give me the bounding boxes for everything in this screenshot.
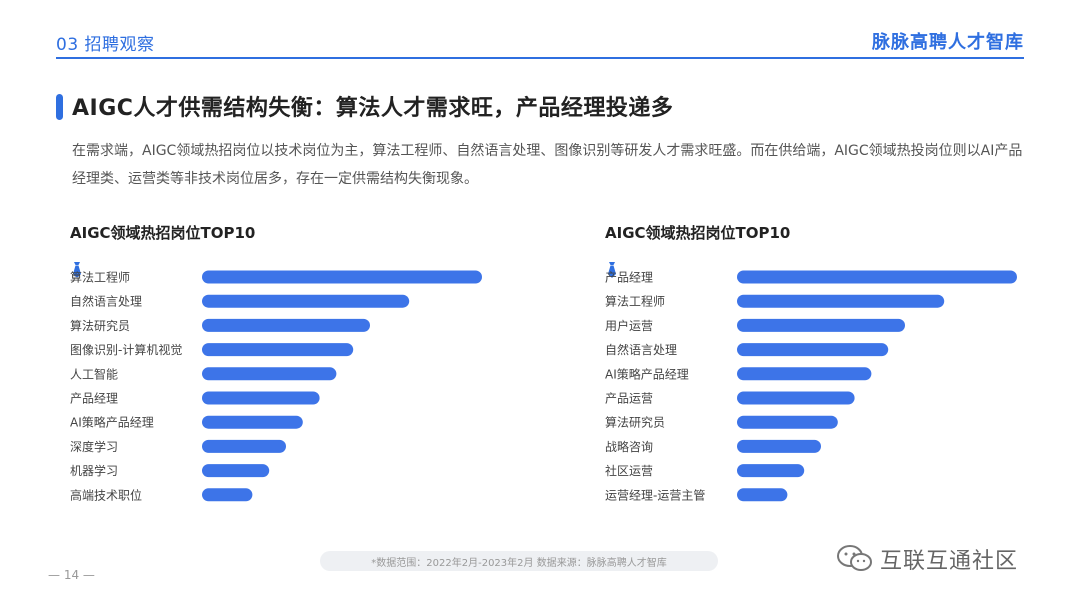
category-label: 用户运营 [605,318,653,333]
category-label: AI策略产品经理 [70,415,154,430]
tie-icon [608,262,616,278]
bar [737,294,945,308]
bar [737,439,821,453]
page-header: 03 招聘观察 脉脉高聘人才智库 [0,0,1080,70]
category-label: 自然语言处理 [70,294,142,309]
wechat-icon [837,545,872,571]
category-label: 产品经理 [605,271,653,285]
bar [737,343,889,357]
bar [737,367,872,381]
category-label: 算法工程师 [605,294,665,309]
summary-text: 在需求端，AIGC领域热招岗位以技术岗位为主，算法工程师、自然语言处理、图像识别… [72,143,1023,187]
category-label: 算法研究员 [70,318,130,333]
title-accent-bar [56,94,63,120]
supply-chart-title: AIGC领域热招岗位TOP10 [605,224,791,242]
bar [202,464,270,478]
bar [202,294,410,308]
category-label: 社区运营 [605,463,653,478]
category-label: 图像识别-计算机视觉 [70,342,182,357]
bar [202,367,337,381]
category-label: 人工智能 [70,366,118,381]
category-label: 算法工程师 [70,270,130,285]
category-label: 算法研究员 [605,415,665,430]
footnote-pill: *数据范围：2022年2月-2023年2月 数据来源：脉脉高聘人才智库 [320,551,718,571]
category-label: 机器学习 [70,463,118,478]
page-title: AIGC人才供需结构失衡：算法人才需求旺，产品经理投递多 [72,96,674,121]
category-label: 产品运营 [605,392,653,406]
bar [737,488,788,502]
bar [202,391,320,405]
bar [202,415,303,429]
supply-chart-title-row: AIGC领域热招岗位TOP10 [605,222,791,278]
category-label: 深度学习 [70,439,118,454]
bar [202,488,253,502]
category-label: 高端技术职位 [70,487,142,502]
header-divider [56,57,1024,59]
bar [737,318,905,332]
watermark-text: 互联互通社区 [880,549,1019,574]
category-label: 战略咨询 [605,439,653,454]
bar [202,439,286,453]
demand-chart-title-row: AIGC领域热招岗位TOP10 [70,222,256,278]
watermark: 互联互通社区 [836,543,1018,575]
category-label: 产品经理 [70,392,118,406]
bar [737,415,838,429]
demand-chart: AIGC领域热招岗位TOP10 算法工程师自然语言处理 算法研究员图像识别-计算机… [70,222,540,522]
category-label: AI策略产品经理 [605,366,689,381]
page-number: — 14 — [48,568,95,582]
bar [737,391,855,405]
demand-chart-title: AIGC领域热招岗位TOP10 [70,224,256,242]
bar [202,270,482,284]
brand-name: 脉脉高聘人才智库 [872,32,1024,53]
bar [737,270,1017,284]
section-label: 03 招聘观察 [56,35,155,55]
bar [202,318,370,332]
bar [202,343,354,357]
footnote-text: *数据范围：2022年2月-2023年2月 数据来源：脉脉高聘人才智库 [371,558,667,569]
bar [737,464,805,478]
supply-chart: AIGC领域热招岗位TOP10 产品经理算法工程师用户运营自然语言处理 AI策略产… [605,222,1075,522]
category-label: 运营经理-运营主管 [605,487,705,502]
category-label: 自然语言处理 [605,342,677,357]
tie-icon [73,262,81,278]
